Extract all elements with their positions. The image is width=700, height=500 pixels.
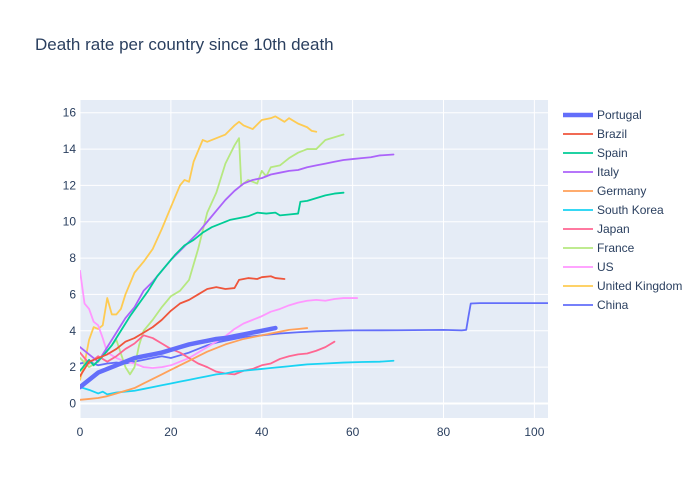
- plot-background: [80, 100, 548, 418]
- legend-item-spain[interactable]: Spain: [563, 146, 628, 160]
- series-line-germany: [80, 327, 309, 401]
- legend-item-japan[interactable]: Japan: [563, 222, 630, 236]
- legend[interactable]: Portugal Brazil Spain Italy Germany South Kor…: [563, 108, 682, 312]
- legend-item-china[interactable]: China: [563, 298, 629, 312]
- legend-label: US: [597, 260, 614, 274]
- series-line-spain: [80, 191, 345, 372]
- legend-item-germany[interactable]: Germany: [563, 184, 646, 198]
- series-line-united-kingdom: [80, 115, 318, 381]
- x-tick-label: 40: [255, 425, 269, 439]
- x-tick-label: 60: [346, 425, 360, 439]
- legend-label: Spain: [597, 146, 628, 160]
- legend-label: Portugal: [597, 108, 642, 122]
- legend-label: Japan: [597, 222, 630, 236]
- legend-item-france[interactable]: France: [563, 241, 635, 255]
- series-line-japan: [80, 334, 336, 376]
- x-axis-ticks: 0 20 40 60 80 100: [77, 425, 545, 439]
- y-tick-label: 6: [69, 287, 76, 301]
- series-line-brazil: [80, 275, 286, 378]
- x-tick-label: 0: [77, 425, 84, 439]
- legend-label: Italy: [597, 165, 619, 179]
- series-line-france: [80, 133, 345, 376]
- legend-item-brazil[interactable]: Brazil: [563, 127, 627, 141]
- x-tick-label: 100: [524, 425, 544, 439]
- legend-label: China: [597, 298, 629, 312]
- y-tick-label: 14: [63, 142, 77, 156]
- chart-title: Death rate per country since 10th death: [35, 35, 334, 54]
- y-tick-label: 0: [69, 396, 76, 410]
- legend-item-south-korea[interactable]: South Korea: [563, 203, 664, 217]
- y-axis-ticks: 0 2 4 6 8 10 12 14 16: [63, 106, 77, 411]
- x-tick-label: 20: [164, 425, 178, 439]
- x-tick-label: 80: [437, 425, 451, 439]
- series-group: [80, 115, 548, 401]
- y-tick-label: 12: [63, 178, 77, 192]
- y-tick-label: 4: [69, 324, 76, 338]
- legend-label: South Korea: [597, 203, 664, 217]
- y-tick-label: 2: [69, 360, 76, 374]
- legend-item-italy[interactable]: Italy: [563, 165, 619, 179]
- y-tick-label: 8: [69, 251, 76, 265]
- series-line-italy: [80, 153, 395, 363]
- legend-item-portugal[interactable]: Portugal: [563, 108, 642, 122]
- legend-label: United Kingdom: [597, 279, 682, 293]
- legend-label: Germany: [597, 184, 646, 198]
- legend-label: Brazil: [597, 127, 627, 141]
- legend-item-us[interactable]: US: [563, 260, 614, 274]
- series-line-us: [80, 269, 359, 369]
- legend-label: France: [597, 241, 635, 255]
- legend-item-united-kingdom[interactable]: United Kingdom: [563, 279, 682, 293]
- y-tick-label: 16: [63, 106, 77, 120]
- y-tick-label: 10: [63, 215, 77, 229]
- series-line-portugal: [80, 325, 278, 390]
